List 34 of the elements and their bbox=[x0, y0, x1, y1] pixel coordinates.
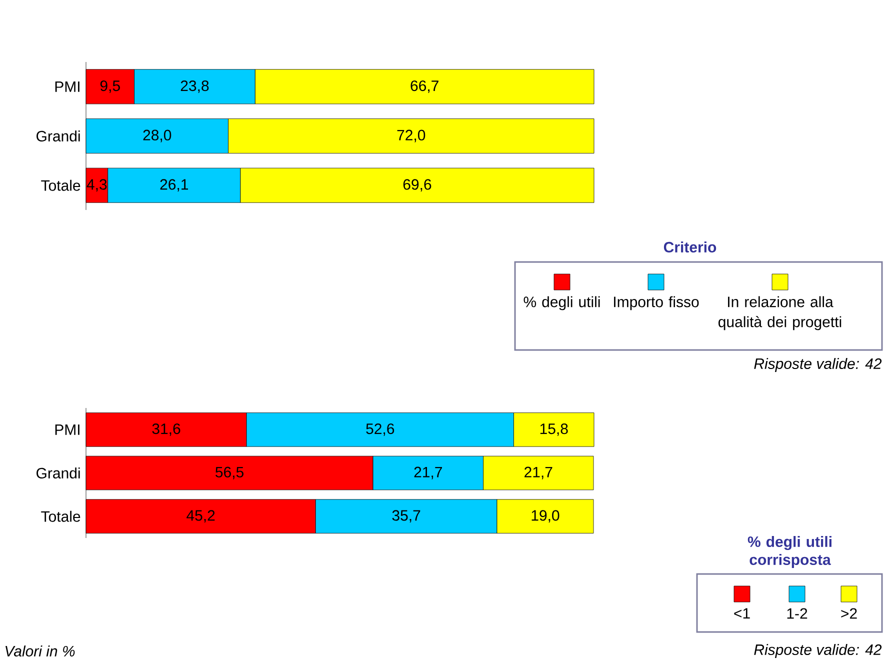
data-label: 45,2 bbox=[186, 510, 215, 523]
y-tick-label: Grandi bbox=[36, 130, 80, 142]
data-label: 4,3 bbox=[86, 179, 107, 192]
y-tick-label: PMI bbox=[55, 82, 80, 92]
data-label: 52,6 bbox=[366, 423, 394, 436]
text: Risposte valide: 42 bbox=[754, 358, 882, 372]
data-label: 28,0 bbox=[143, 130, 172, 142]
y-tick-label: Totale bbox=[41, 510, 80, 522]
legend-title: Criterio bbox=[664, 241, 716, 252]
data-label: 19,0 bbox=[532, 510, 560, 523]
data-label: 72,0 bbox=[397, 130, 426, 142]
legend-label: % degli utili bbox=[524, 296, 600, 310]
legend-label: Importo fisso bbox=[614, 296, 699, 310]
data-label: 31,6 bbox=[152, 423, 180, 436]
legend-label: <1 bbox=[734, 608, 750, 619]
data-label: 21,7 bbox=[414, 466, 442, 480]
data-label: 35,7 bbox=[392, 510, 420, 523]
legend-label: 1-2 bbox=[787, 608, 808, 619]
data-label: 21,7 bbox=[524, 466, 552, 480]
data-label: 9,5 bbox=[100, 80, 120, 93]
y-tick-label: Totale bbox=[41, 180, 80, 191]
y-tick-label: PMI bbox=[55, 424, 80, 435]
data-label: 56,5 bbox=[216, 466, 244, 480]
data-label: 15,8 bbox=[540, 423, 568, 436]
data-label: 66,7 bbox=[410, 80, 438, 93]
legend-title: % degli utili corrisposta bbox=[748, 536, 832, 568]
text: Valori in % bbox=[6, 645, 75, 656]
text: Risposte valide: 42 bbox=[754, 644, 882, 658]
data-label: 69,6 bbox=[403, 179, 432, 192]
data-label: 26,1 bbox=[160, 179, 188, 192]
data-label: 23,8 bbox=[180, 80, 209, 93]
legend-label: >2 bbox=[841, 608, 857, 619]
legend-label: In relazione alla qualità dei progetti bbox=[718, 296, 842, 330]
y-tick-label: Grandi bbox=[36, 467, 80, 479]
